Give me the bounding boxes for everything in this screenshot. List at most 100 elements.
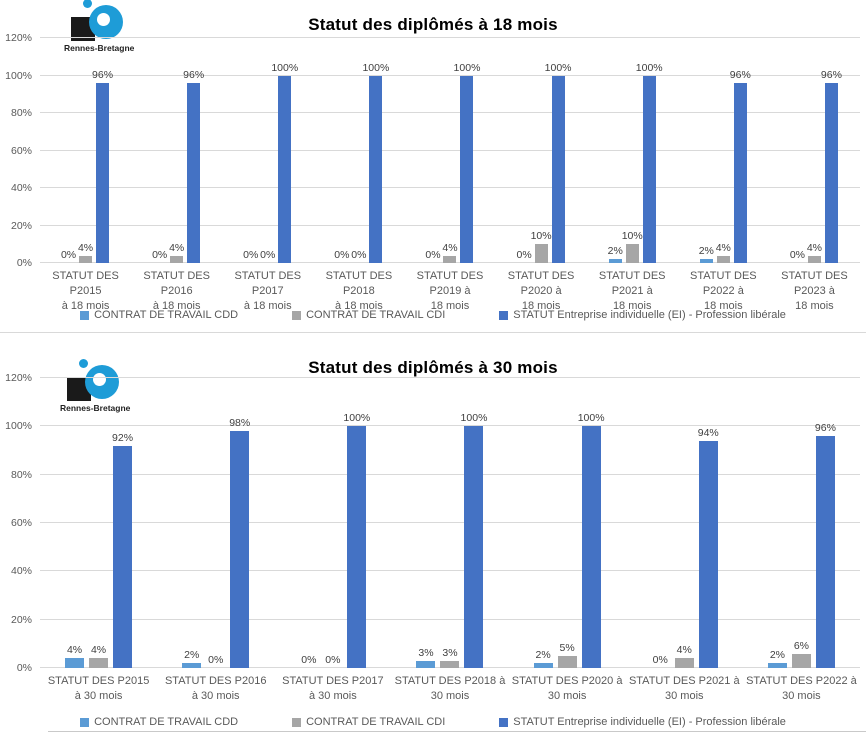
data-label: 6%	[793, 639, 809, 652]
chart-title: Statut des diplômés à 30 mois	[308, 358, 558, 378]
legend-label: CONTRAT DE TRAVAIL CDD	[94, 309, 239, 321]
data-label: 0%	[652, 654, 668, 666]
data-label: 100%	[343, 412, 371, 425]
x-axis-label: STATUT DES P2017 à 18 mois	[234, 270, 302, 312]
data-label: 4%	[806, 241, 823, 254]
legend-item-ei: STATUT Entreprise individuelle (EI) - Pr…	[499, 716, 786, 728]
data-label: 3%	[418, 646, 434, 659]
ei-bar: 96%	[183, 69, 204, 263]
cdi-bar: 4%	[716, 242, 731, 263]
y-tick-label: 20%	[10, 219, 32, 232]
bar-group: 2% 5% 100%	[509, 378, 626, 668]
cdd-bar: 3%	[416, 647, 436, 668]
x-axis-label: STATUT DES P2019 à 18 mois	[416, 270, 484, 312]
gridline	[40, 377, 860, 378]
logo-blue-dot-icon	[83, 0, 92, 8]
y-tick-label: 40%	[10, 182, 32, 195]
data-label: 100%	[460, 412, 488, 425]
bar-group: 2% 10% 100%	[587, 38, 678, 263]
bar-group: 0% 4% 96%	[40, 38, 131, 263]
data-label: 100%	[271, 61, 299, 74]
logo-text: Rennes-Bretagne	[60, 403, 131, 413]
data-label: 100%	[544, 61, 572, 74]
x-axis-label: STATUT DES P2018 à 30 mois	[394, 675, 506, 702]
cdi-bar: 10%	[531, 230, 552, 263]
plot-area: 0% 4% 96% 0% 4% 96% 0% 0% 100% 0% 0% 100% 0% 4% 100% 0%…	[40, 37, 860, 263]
legend-item-ei: STATUT Entreprise individuelle (EI) - Pr…	[499, 309, 786, 321]
data-label: 100%	[635, 61, 663, 74]
legend-swatch-cdi	[292, 717, 302, 727]
cdd-bar: 2%	[533, 649, 553, 668]
logo-blue-o-icon	[89, 5, 123, 39]
legend-swatch-ei	[499, 310, 509, 320]
legend-label: CONTRAT DE TRAVAIL CDI	[306, 716, 446, 728]
gridline	[40, 425, 860, 427]
cdi-bar: 4%	[78, 242, 93, 263]
x-axis-label: STATUT DES P2022 à 18 mois	[690, 270, 757, 312]
y-tick-label: 100%	[5, 420, 32, 433]
x-axis-labels: STATUT DES P2015 à 18 mois STATUT DES P201…	[40, 269, 860, 314]
x-axis-label: STATUT DES P2018 à 18 mois	[325, 270, 393, 312]
y-axis: 0% 20% 40% 60% 80% 100% 120%	[0, 372, 34, 674]
legend-item-cdd: CONTRAT DE TRAVAIL CDD	[80, 716, 238, 728]
data-label: 0%	[789, 249, 806, 261]
ei-bar: 96%	[821, 69, 842, 263]
data-label: 0%	[516, 249, 532, 261]
data-label: 3%	[442, 646, 458, 659]
cdi-bar: 4%	[169, 242, 184, 263]
x-axis-label: STATUT DES P2015 à 18 mois	[52, 270, 119, 312]
data-label: 96%	[814, 422, 836, 434]
ei-bar: 100%	[461, 412, 487, 668]
legend-label: STATUT Entreprise individuelle (EI) - Pr…	[513, 309, 786, 321]
cdi-bar: 4%	[442, 242, 458, 263]
y-tick-label: 100%	[5, 69, 32, 82]
y-tick-label: 120%	[5, 32, 32, 44]
ei-bar: 100%	[578, 412, 605, 668]
bar-groups: 4% 4% 92% 2% 0% 98% 0% 0% 100% 3% 3% 100% 2% 5% 100% 0%…	[40, 378, 860, 668]
data-label: 0%	[260, 249, 276, 261]
cdi-bar: 6%	[791, 640, 811, 668]
bar-group: 0% 0% 100%	[274, 378, 391, 668]
ei-bar: 96%	[815, 422, 836, 668]
y-tick-label: 80%	[10, 468, 32, 481]
x-axis-label: STATUT DES P2020 à 30 mois	[511, 675, 623, 702]
y-tick-label: 80%	[10, 107, 32, 120]
x-axis-label: STATUT DES P2015 à 30 mois	[47, 675, 150, 702]
bar-group: 0% 10% 100%	[496, 38, 587, 263]
cdd-bar: 2%	[182, 649, 202, 668]
data-label: 0%	[60, 249, 77, 261]
bar-group: 2% 6% 96%	[743, 378, 860, 668]
data-label: 4%	[676, 644, 692, 657]
data-label: 10%	[621, 230, 643, 243]
y-tick-label: 120%	[5, 372, 32, 384]
cdi-bar: 4%	[674, 644, 694, 668]
x-axis-label: STATUT DES P2017 à 30 mois	[282, 675, 384, 702]
legend-swatch-cdd	[80, 717, 90, 727]
legend: CONTRAT DE TRAVAIL CDD CONTRAT DE TRAVAIL…	[0, 309, 866, 321]
gridline	[40, 224, 860, 226]
x-axis-label: STATUT DES P2021 à 30 mois	[628, 675, 740, 702]
bar-group: 0% 4% 96%	[769, 38, 860, 263]
y-tick-label: 0%	[16, 662, 32, 674]
chart-statut-30-mois: Statut des diplômés à 30 mois Rennes-Bre…	[0, 333, 866, 736]
legend-item-cdd: CONTRAT DE TRAVAIL CDD	[80, 309, 238, 321]
x-axis-labels: STATUT DES P2015 à 30 mois STATUT DES P201…	[40, 674, 860, 704]
ei-bar: 94%	[698, 427, 719, 668]
ei-bar: 100%	[343, 412, 370, 668]
gridline	[40, 473, 860, 475]
logo-blue-dot-icon	[79, 359, 88, 368]
y-tick-label: 40%	[10, 565, 32, 578]
data-label: 4%	[169, 241, 185, 254]
data-label: 2%	[698, 245, 714, 258]
data-label: 10%	[530, 230, 552, 243]
x-axis-label: STATUT DES P2022 à 30 mois	[746, 675, 857, 702]
y-tick-label: 0%	[16, 257, 32, 269]
bar-group: 0% 4% 100%	[404, 38, 495, 263]
legend-item-cdi: CONTRAT DE TRAVAIL CDI	[292, 309, 445, 321]
logo-blue-o-icon	[85, 365, 119, 399]
data-label: 96%	[92, 69, 114, 81]
legend-swatch-cdd	[80, 310, 90, 320]
data-label: 96%	[183, 69, 205, 81]
y-axis: 0% 20% 40% 60% 80% 100% 120%	[0, 32, 34, 269]
legend-item-cdi: CONTRAT DE TRAVAIL CDI	[292, 716, 445, 728]
